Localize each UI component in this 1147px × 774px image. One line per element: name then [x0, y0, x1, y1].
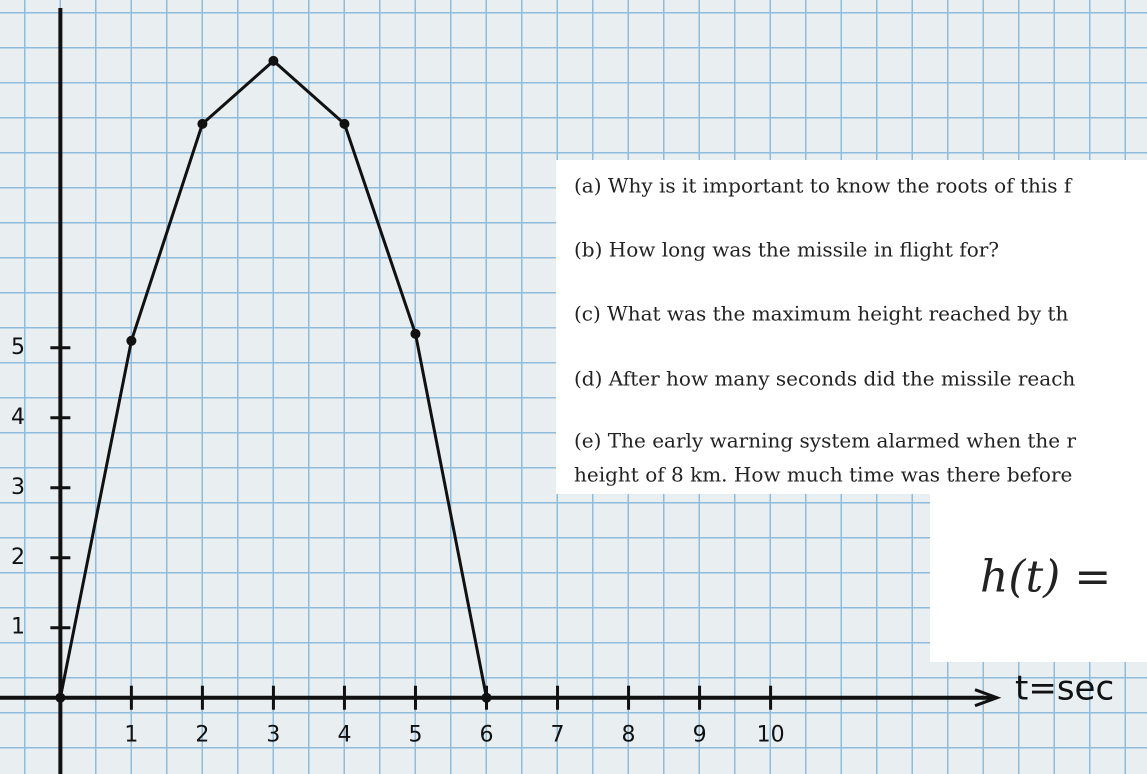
x-tick-label: 4 — [337, 723, 351, 748]
point — [197, 118, 208, 129]
question-text: (c) What was the maximum height reached … — [574, 302, 1069, 326]
y-tick-label: 2 — [11, 545, 25, 570]
formula-box — [930, 494, 1147, 662]
x-axis-label: t=sec — [1015, 669, 1114, 709]
point — [126, 335, 137, 346]
question-text: (b) How long was the missile in flight f… — [574, 238, 999, 262]
question-text: (a) Why is it important to know the root… — [574, 174, 1073, 198]
x-axis-arrow — [974, 688, 1002, 708]
question-box — [556, 160, 1147, 494]
x-tick-label: 1 — [124, 723, 138, 748]
x-tick-label: 2 — [195, 723, 209, 748]
x-tick-label: 9 — [693, 723, 707, 748]
x-tick-label: 10 — [757, 723, 785, 748]
point — [481, 692, 492, 703]
formula: h(t) = — [980, 552, 1111, 603]
curve — [58, 59, 488, 699]
x-tick-label: 5 — [408, 723, 422, 748]
x-tick-label: 6 — [479, 723, 493, 748]
point — [268, 55, 279, 66]
point — [410, 328, 421, 339]
point — [339, 118, 350, 129]
x-tick-label: 8 — [622, 723, 636, 748]
y-tick-label: 1 — [11, 615, 25, 640]
y-tick-label: 5 — [11, 335, 25, 360]
question-text: (e) The early warning system alarmed whe… — [574, 429, 1076, 453]
x-tick-label: 7 — [551, 723, 565, 748]
y-tick-label: 3 — [11, 475, 25, 500]
question-text: (d) After how many seconds did the missi… — [574, 367, 1075, 391]
x-tick-label: 3 — [266, 723, 280, 748]
y-tick-label: 4 — [11, 405, 25, 430]
question-text: height of 8 km. How much time was there … — [574, 463, 1072, 487]
point — [55, 692, 66, 703]
